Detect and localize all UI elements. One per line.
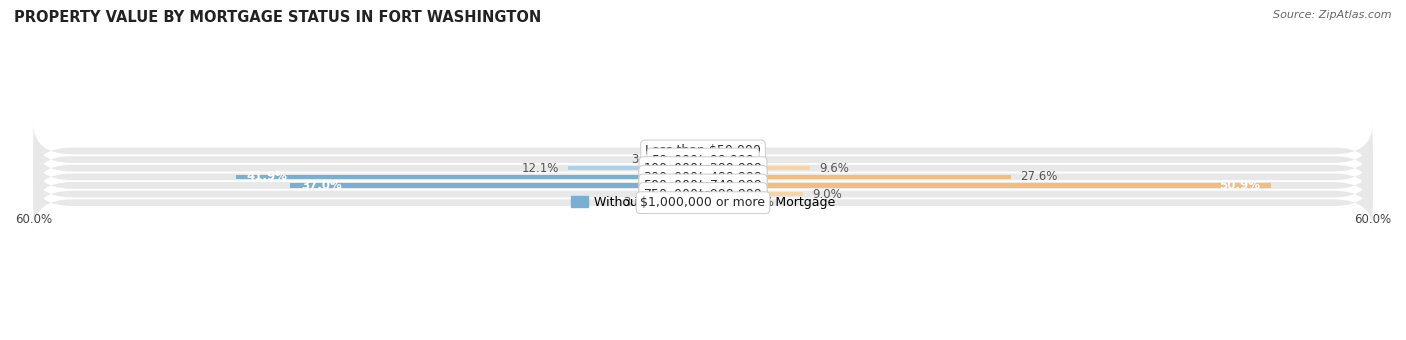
Text: 2.4%: 2.4%	[637, 188, 668, 201]
Bar	[236, 174, 703, 179]
FancyBboxPatch shape	[34, 158, 1372, 212]
Text: 9.0%: 9.0%	[813, 188, 842, 201]
Text: PROPERTY VALUE BY MORTGAGE STATUS IN FORT WASHINGTON: PROPERTY VALUE BY MORTGAGE STATUS IN FOR…	[14, 10, 541, 25]
Bar	[703, 201, 735, 205]
FancyBboxPatch shape	[34, 124, 1372, 178]
Text: $1,000,000 or more: $1,000,000 or more	[641, 196, 765, 209]
Text: 3.7%: 3.7%	[623, 196, 652, 209]
Text: 12.1%: 12.1%	[522, 162, 560, 175]
Text: 0.0%: 0.0%	[716, 144, 745, 157]
Bar	[669, 157, 703, 162]
Bar	[703, 192, 803, 196]
Text: 0.0%: 0.0%	[716, 153, 745, 166]
Bar	[703, 183, 1271, 188]
Text: $750,000 to $999,999: $750,000 to $999,999	[644, 187, 762, 201]
Bar	[290, 183, 703, 188]
Text: 37.0%: 37.0%	[301, 179, 342, 192]
FancyBboxPatch shape	[34, 167, 1372, 221]
Bar	[676, 192, 703, 196]
FancyBboxPatch shape	[34, 141, 1372, 195]
FancyBboxPatch shape	[34, 176, 1372, 230]
Bar	[662, 201, 703, 205]
Text: $50,000 to $99,999: $50,000 to $99,999	[651, 153, 755, 167]
Text: $100,000 to $299,999: $100,000 to $299,999	[644, 161, 762, 175]
Bar	[703, 174, 1011, 179]
Text: 50.9%: 50.9%	[1219, 179, 1260, 192]
Text: Less than $50,000: Less than $50,000	[645, 144, 761, 157]
Bar	[703, 166, 810, 170]
Bar	[568, 166, 703, 170]
Text: 2.9%: 2.9%	[744, 196, 775, 209]
Text: 3.0%: 3.0%	[631, 153, 661, 166]
FancyBboxPatch shape	[34, 150, 1372, 204]
Text: Source: ZipAtlas.com: Source: ZipAtlas.com	[1274, 10, 1392, 20]
Text: 41.9%: 41.9%	[246, 170, 288, 183]
Text: 9.6%: 9.6%	[820, 162, 849, 175]
Text: 0.0%: 0.0%	[661, 144, 690, 157]
Text: 27.6%: 27.6%	[1019, 170, 1057, 183]
Text: $300,000 to $499,999: $300,000 to $499,999	[644, 170, 762, 184]
Text: $500,000 to $749,999: $500,000 to $749,999	[644, 178, 762, 192]
Legend: Without Mortgage, With Mortgage: Without Mortgage, With Mortgage	[565, 191, 841, 214]
FancyBboxPatch shape	[34, 133, 1372, 186]
